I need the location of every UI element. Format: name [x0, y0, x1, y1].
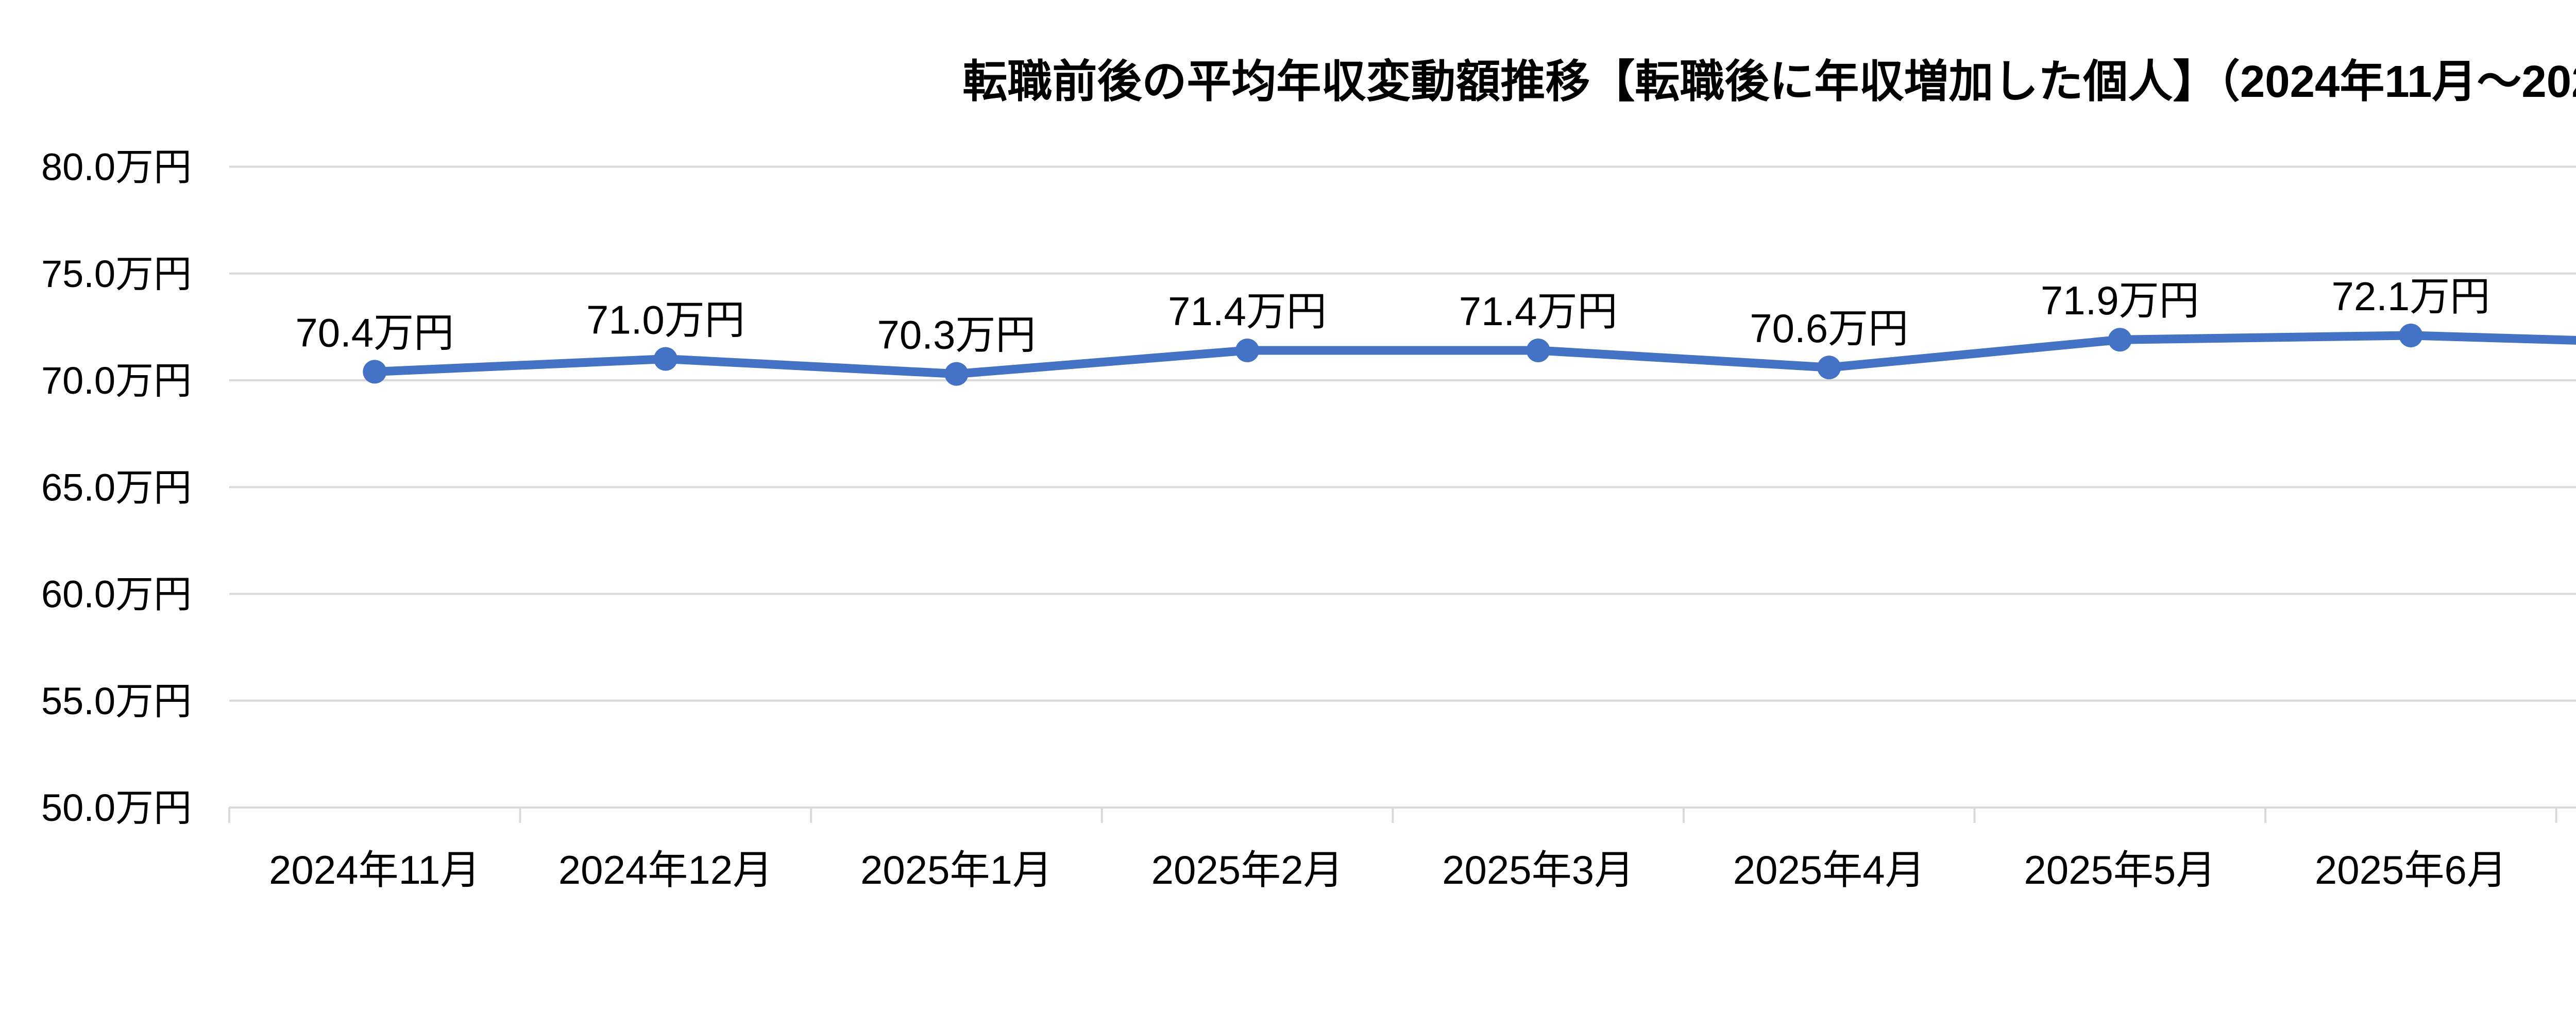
data-point-marker — [944, 362, 969, 386]
data-point-marker — [1235, 338, 1260, 362]
data-point-label: 71.9万円 — [2041, 278, 2199, 323]
y-axis-label: 70.0万円 — [41, 359, 192, 402]
trend-line — [370, 331, 2576, 379]
chart-title: 転職前後の平均年収変動額推移【転職後に年収増加した個人】（2024年11月～20… — [962, 57, 2576, 107]
data-point-marker — [2108, 328, 2132, 352]
gridlines — [229, 165, 2576, 809]
data-point-marker — [653, 347, 677, 371]
y-axis-label: 60.0万円 — [41, 573, 192, 616]
data-point-marker — [363, 360, 387, 384]
x-axis-labels: 2024年11月 2024年12月 2025年1月 2025年2月 2025年3月 202… — [269, 847, 2507, 893]
data-point-label: 71.4万円 — [1459, 289, 1618, 334]
y-axis-labels: 50.0万円 55.0万円 60.0万円 65.0万円 70.0万円 75.0万円 80.0… — [41, 146, 192, 830]
data-point-marker — [2399, 323, 2423, 347]
x-axis-label: 2025年2月 — [1151, 847, 1344, 893]
x-axis-label: 2024年12月 — [558, 847, 773, 893]
data-point-marker — [1817, 356, 1841, 380]
y-axis-label: 80.0万円 — [41, 146, 192, 189]
x-axis-label: 2025年1月 — [860, 847, 1053, 893]
data-point-label: 71.4万円 — [1168, 289, 1327, 334]
data-point-label: 70.6万円 — [1750, 306, 1908, 351]
data-point-marker — [1526, 338, 1550, 362]
x-axis-label: 2025年5月 — [2024, 847, 2216, 893]
data-point-label: 72.1万円 — [2331, 274, 2490, 319]
x-axis-label: 2024年11月 — [269, 847, 481, 893]
x-axis-label: 2025年4月 — [1733, 847, 1925, 893]
data-point-label: 70.3万円 — [877, 312, 1036, 358]
data-point-label: 70.4万円 — [295, 310, 454, 355]
y-axis-label: 75.0万円 — [41, 252, 192, 295]
x-axis-label: 2025年6月 — [2315, 847, 2507, 893]
series-line-group — [363, 323, 2576, 386]
x-axis-label: 2025年3月 — [1442, 847, 1634, 893]
y-axis-label: 65.0万円 — [41, 466, 192, 509]
y-axis-label: 50.0万円 — [41, 786, 192, 829]
x-axis-ticks — [228, 807, 2557, 823]
data-labels: 70.4万円 71.0万円 70.3万円 71.4万円 71.4万円 70.6万円 71.9… — [295, 274, 2490, 358]
data-point-label: 71.0万円 — [586, 297, 745, 343]
y-axis-label: 55.0万円 — [41, 680, 192, 722]
